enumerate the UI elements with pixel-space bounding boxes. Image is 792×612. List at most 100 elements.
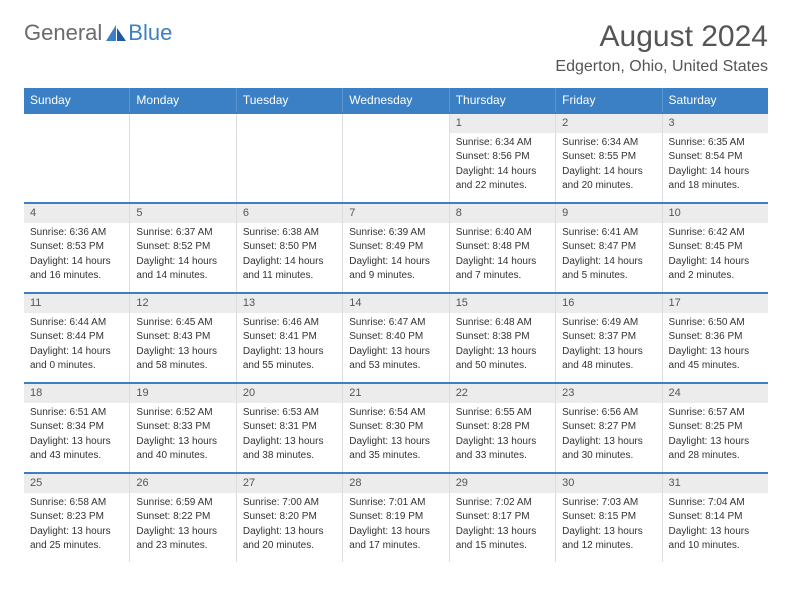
day-cell: 6Sunrise: 6:38 AMSunset: 8:50 PMDaylight… [237,204,343,292]
day-content: Sunrise: 7:01 AMSunset: 8:19 PMDaylight:… [343,493,448,560]
day-content: Sunrise: 6:39 AMSunset: 8:49 PMDaylight:… [343,223,448,290]
daylight-text: Daylight: 14 hours [30,255,123,269]
day-number: 3 [663,114,768,133]
sunset-text: Sunset: 8:43 PM [136,330,229,344]
sunrise-text: Sunrise: 6:52 AM [136,406,229,420]
day-cell: 26Sunrise: 6:59 AMSunset: 8:22 PMDayligh… [130,474,236,562]
sunrise-text: Sunrise: 6:53 AM [243,406,336,420]
empty-day-cell [130,114,236,202]
sunset-text: Sunset: 8:41 PM [243,330,336,344]
day-content: Sunrise: 6:56 AMSunset: 8:27 PMDaylight:… [556,403,661,470]
calendar-body: 1Sunrise: 6:34 AMSunset: 8:56 PMDaylight… [24,112,768,562]
sunset-text: Sunset: 8:14 PM [669,510,762,524]
day-number: 10 [663,204,768,223]
daylight-text: and 25 minutes. [30,539,123,553]
daylight-text: Daylight: 13 hours [562,525,655,539]
day-content: Sunrise: 6:37 AMSunset: 8:52 PMDaylight:… [130,223,235,290]
logo-text-general: General [24,20,102,46]
daylight-text: and 58 minutes. [136,359,229,373]
day-number: 12 [130,294,235,313]
weekday-header: Friday [556,88,662,112]
sunrise-text: Sunrise: 6:50 AM [669,316,762,330]
day-content: Sunrise: 6:57 AMSunset: 8:25 PMDaylight:… [663,403,768,470]
sunset-text: Sunset: 8:40 PM [349,330,442,344]
day-cell: 5Sunrise: 6:37 AMSunset: 8:52 PMDaylight… [130,204,236,292]
sunrise-text: Sunrise: 6:42 AM [669,226,762,240]
logo-sail-icon [106,25,126,41]
day-cell: 31Sunrise: 7:04 AMSunset: 8:14 PMDayligh… [663,474,768,562]
daylight-text: and 40 minutes. [136,449,229,463]
day-cell: 18Sunrise: 6:51 AMSunset: 8:34 PMDayligh… [24,384,130,472]
daylight-text: Daylight: 13 hours [349,345,442,359]
sunrise-text: Sunrise: 6:45 AM [136,316,229,330]
daylight-text: and 17 minutes. [349,539,442,553]
sunrise-text: Sunrise: 6:34 AM [562,136,655,150]
daylight-text: Daylight: 13 hours [349,435,442,449]
day-number: 2 [556,114,661,133]
day-cell: 10Sunrise: 6:42 AMSunset: 8:45 PMDayligh… [663,204,768,292]
day-number: 25 [24,474,129,493]
day-cell: 28Sunrise: 7:01 AMSunset: 8:19 PMDayligh… [343,474,449,562]
sunrise-text: Sunrise: 7:04 AM [669,496,762,510]
daylight-text: and 55 minutes. [243,359,336,373]
daylight-text: and 22 minutes. [456,179,549,193]
sunset-text: Sunset: 8:44 PM [30,330,123,344]
day-cell: 17Sunrise: 6:50 AMSunset: 8:36 PMDayligh… [663,294,768,382]
sunset-text: Sunset: 8:56 PM [456,150,549,164]
daylight-text: Daylight: 14 hours [562,255,655,269]
sunset-text: Sunset: 8:50 PM [243,240,336,254]
day-number: 11 [24,294,129,313]
daylight-text: Daylight: 13 hours [456,435,549,449]
day-content: Sunrise: 6:46 AMSunset: 8:41 PMDaylight:… [237,313,342,380]
day-content: Sunrise: 6:41 AMSunset: 8:47 PMDaylight:… [556,223,661,290]
daylight-text: and 9 minutes. [349,269,442,283]
week-row: 25Sunrise: 6:58 AMSunset: 8:23 PMDayligh… [24,472,768,562]
page-title: August 2024 [555,20,768,54]
daylight-text: and 20 minutes. [562,179,655,193]
daylight-text: and 50 minutes. [456,359,549,373]
daylight-text: Daylight: 13 hours [136,435,229,449]
daylight-text: and 7 minutes. [456,269,549,283]
daylight-text: Daylight: 13 hours [30,435,123,449]
day-content: Sunrise: 6:51 AMSunset: 8:34 PMDaylight:… [24,403,129,470]
daylight-text: and 48 minutes. [562,359,655,373]
sunrise-text: Sunrise: 6:58 AM [30,496,123,510]
day-number: 6 [237,204,342,223]
sunrise-text: Sunrise: 6:39 AM [349,226,442,240]
sunrise-text: Sunrise: 6:34 AM [456,136,549,150]
daylight-text: and 5 minutes. [562,269,655,283]
weekday-header: Sunday [24,88,130,112]
sunrise-text: Sunrise: 6:49 AM [562,316,655,330]
weekday-header: Tuesday [237,88,343,112]
day-number: 14 [343,294,448,313]
page-header: General Blue August 2024 Edgerton, Ohio,… [24,20,768,76]
sunset-text: Sunset: 8:17 PM [456,510,549,524]
day-cell: 20Sunrise: 6:53 AMSunset: 8:31 PMDayligh… [237,384,343,472]
daylight-text: Daylight: 14 hours [562,165,655,179]
daylight-text: Daylight: 13 hours [243,525,336,539]
daylight-text: and 14 minutes. [136,269,229,283]
sunset-text: Sunset: 8:15 PM [562,510,655,524]
empty-day-cell [237,114,343,202]
daylight-text: Daylight: 14 hours [349,255,442,269]
title-block: August 2024 Edgerton, Ohio, United State… [555,20,768,76]
daylight-text: Daylight: 14 hours [669,255,762,269]
day-content: Sunrise: 7:03 AMSunset: 8:15 PMDaylight:… [556,493,661,560]
day-content: Sunrise: 6:55 AMSunset: 8:28 PMDaylight:… [450,403,555,470]
sunset-text: Sunset: 8:48 PM [456,240,549,254]
day-number: 23 [556,384,661,403]
daylight-text: Daylight: 14 hours [136,255,229,269]
sunset-text: Sunset: 8:36 PM [669,330,762,344]
weekday-header: Wednesday [343,88,449,112]
day-number: 28 [343,474,448,493]
day-content: Sunrise: 6:34 AMSunset: 8:55 PMDaylight:… [556,133,661,200]
day-content: Sunrise: 6:54 AMSunset: 8:30 PMDaylight:… [343,403,448,470]
daylight-text: Daylight: 14 hours [30,345,123,359]
daylight-text: and 10 minutes. [669,539,762,553]
sunrise-text: Sunrise: 6:48 AM [456,316,549,330]
daylight-text: and 45 minutes. [669,359,762,373]
week-row: 18Sunrise: 6:51 AMSunset: 8:34 PMDayligh… [24,382,768,472]
sunset-text: Sunset: 8:33 PM [136,420,229,434]
daylight-text: and 28 minutes. [669,449,762,463]
day-cell: 2Sunrise: 6:34 AMSunset: 8:55 PMDaylight… [556,114,662,202]
